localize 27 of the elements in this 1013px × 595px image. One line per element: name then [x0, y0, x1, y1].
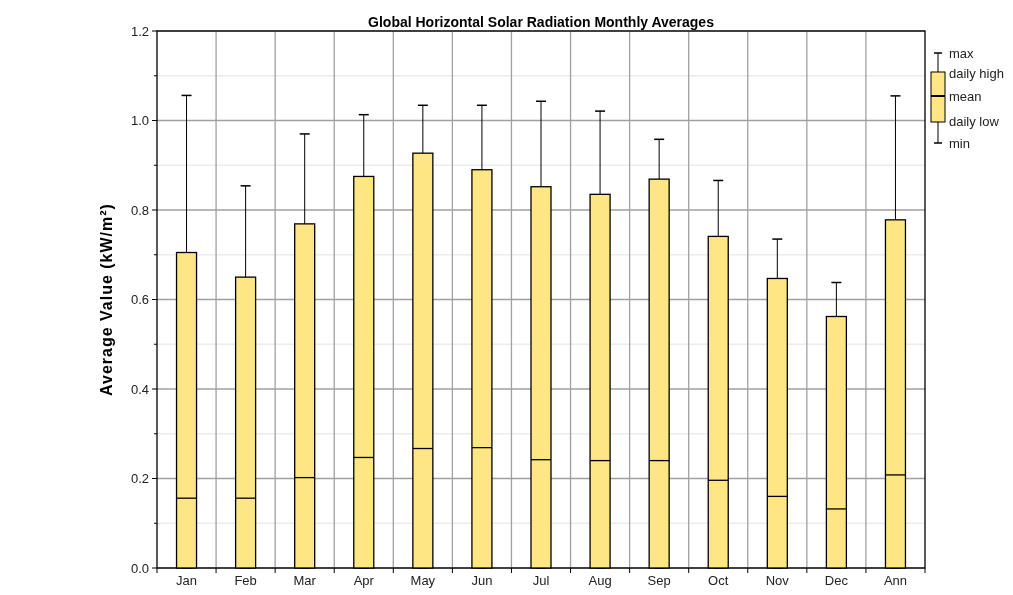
- x-tick-label: Nov: [765, 573, 790, 588]
- x-tick-label: Jan: [176, 573, 198, 588]
- y-tick-label: 1.0: [130, 113, 149, 129]
- x-tick-label: Jun: [471, 573, 493, 588]
- y-tick-label: 1.2: [130, 23, 149, 39]
- x-tick-label: Dec: [824, 573, 849, 588]
- x-tick-label: Apr: [353, 573, 375, 588]
- text: mean: [949, 88, 982, 104]
- x-tick-label: May: [410, 573, 436, 588]
- y-tick-label: 0.2: [130, 471, 149, 487]
- text: daily high: [949, 65, 1004, 81]
- text: max: [949, 45, 975, 61]
- x-tick-label: Feb: [234, 573, 257, 588]
- x-tick-label: Ann: [883, 573, 908, 588]
- chart-title: Global Horizontal Solar Radiation Monthly Averages: [368, 14, 715, 30]
- x-tick-label: Sep: [647, 573, 671, 588]
- text: min: [949, 135, 970, 151]
- x-tick-label: Mar: [293, 573, 317, 588]
- x-tick-label: Jul: [532, 573, 550, 588]
- y-tick-label: 0.0: [130, 560, 149, 576]
- y-tick-label: 0.8: [130, 202, 149, 218]
- y-tick-label: 0.4: [130, 381, 149, 397]
- x-tick-label: Oct: [708, 573, 729, 588]
- y-axis-title: Average Value (kW/m²): [98, 203, 115, 396]
- text: daily low: [949, 113, 1000, 129]
- x-tick-label: Aug: [588, 573, 612, 588]
- y-tick-label: 0.6: [130, 292, 149, 308]
